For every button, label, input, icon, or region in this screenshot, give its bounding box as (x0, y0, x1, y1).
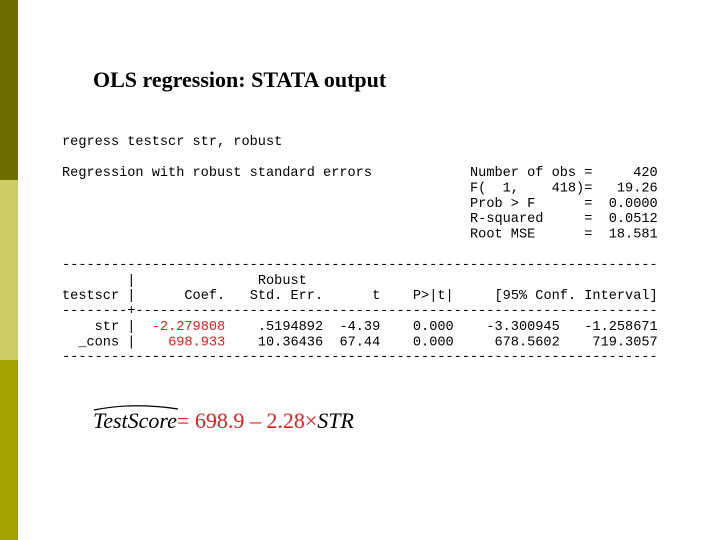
equation-rhs: = 698.9 – 2.28× (177, 408, 317, 433)
cell: 0.000 (413, 335, 454, 350)
cell: -3.300945 (486, 320, 559, 335)
stat-label: Root MSE (470, 228, 535, 243)
pipe: | (127, 274, 135, 289)
rule: ----------------------------------------… (62, 350, 658, 365)
stat-value: 18.581 (609, 228, 658, 243)
stat-eq: = (584, 228, 592, 243)
command: regress testscr str, robust (62, 135, 282, 150)
stat-eq: = (584, 166, 592, 181)
side-bar-top (0, 0, 18, 180)
cell: -4.39 (339, 320, 380, 335)
column-header: P>|t| (413, 289, 454, 304)
column-header: Coef. (184, 289, 225, 304)
stat-label: Number of obs (470, 166, 576, 181)
stat-value: 0.0000 (609, 197, 658, 212)
row-name: str (95, 320, 119, 335)
hat (93, 405, 179, 411)
stat-eq: = (584, 181, 592, 196)
stat-eq: = (584, 197, 592, 212)
column-header: Std. Err. (250, 289, 323, 304)
equation: TestScore= 698.9 – 2.28×STR (93, 408, 355, 433)
cell: 719.3057 (592, 335, 657, 350)
stat-value: 0.0512 (609, 212, 658, 227)
pipe: | (127, 289, 135, 304)
separator: --------+-------------------------------… (62, 304, 658, 319)
side-bar-bottom (0, 360, 18, 540)
stat-value: 19.26 (617, 181, 658, 196)
robust-label: Robust (258, 274, 307, 289)
row-name: _cons (77, 335, 119, 350)
pipe: | (127, 335, 135, 350)
rule: ----------------------------------------… (62, 258, 658, 273)
column-header: [95% Conf. Interval] (495, 289, 658, 304)
cell: .5194892 (258, 320, 323, 335)
stat-label: F( 1, 418) (470, 181, 584, 196)
cell: 10.36436 (258, 335, 323, 350)
stat-value: 420 (633, 166, 657, 181)
pipe: | (127, 320, 135, 335)
side-bar-middle (0, 180, 18, 360)
equation-var: STR (317, 408, 354, 433)
column-header: t (372, 289, 380, 304)
stat-eq: = (584, 212, 592, 227)
stat-label: Prob > F (470, 197, 535, 212)
cell: 698.933 (168, 335, 225, 350)
equation-lhs: TestScore (93, 408, 177, 433)
cell: -2.279808 (152, 320, 225, 335)
cell: 0.000 (413, 320, 454, 335)
depvar: testscr (62, 289, 119, 304)
model-line: Regression with robust standard errors (62, 166, 372, 181)
stat-label: R-squared (470, 212, 543, 227)
cell: 678.5602 (494, 335, 559, 350)
slide-title: OLS regression: STATA output (93, 67, 387, 92)
cell: -1.258671 (584, 320, 657, 335)
cell: 67.44 (339, 335, 380, 350)
